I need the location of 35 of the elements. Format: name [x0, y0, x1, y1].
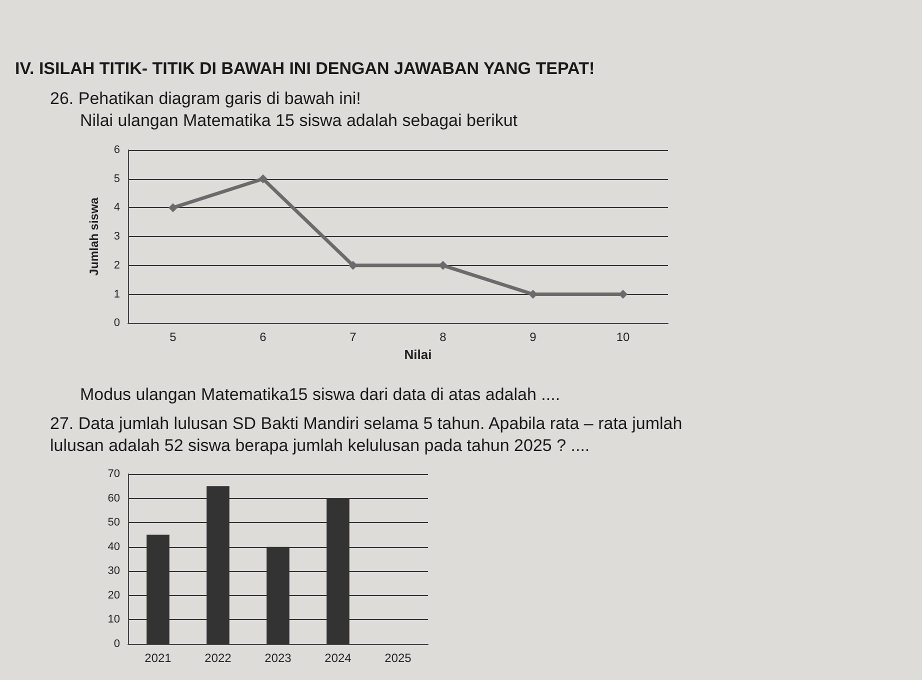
y-tick-label: 20	[108, 589, 120, 602]
x-tick-label: 7	[350, 330, 357, 344]
x-tick-label: 6	[260, 330, 267, 344]
chart-title: 27. Data jumlah lulusan SD Bakti Mandiri selama 5 tahun. Apabila rata – rata jumlah lulusan adalah 52 siswa berapa jumlah kelulusan pada tahun 2025 ? ....	[50, 413, 684, 457]
y-tick-label: 5	[114, 172, 120, 185]
y-tick-label: 60	[108, 492, 120, 504]
x-tick-label: 2025	[384, 651, 412, 665]
text: IV. ISILAH TITIK- TITIK DI BAWAH INI DENGAN JAWABAN YANG TEPAT!	[15, 58, 596, 80]
x-axis-title: Nilai	[404, 347, 432, 362]
y-tick-label: 30	[108, 565, 120, 578]
y-tick-label: 0	[114, 638, 120, 650]
chart-subtitle: Nilai ulangan Matematika 15 siswa adalah sebagai berikut	[80, 110, 519, 132]
x-tick-label: 5	[170, 330, 177, 344]
y-tick-label: 4	[114, 202, 120, 214]
x-tick-label: 2021	[144, 651, 172, 665]
y-tick-label: 0	[114, 317, 120, 330]
y-tick-label: 50	[108, 516, 120, 529]
y-tick-label: 1	[114, 288, 120, 300]
x-tick-label: 2024	[324, 651, 352, 665]
point	[258, 174, 268, 184]
y-tick-label: 3	[114, 230, 120, 243]
x-tick-label: 9	[530, 330, 537, 344]
x-tick-label: 2023	[264, 651, 292, 665]
y-tick-label: 6	[114, 144, 120, 156]
x-tick-label: 10	[616, 330, 630, 344]
x-tick-label: 8	[440, 330, 447, 344]
y-tick-label: 10	[108, 614, 120, 626]
chart-title: 26. Pehatikan diagram garis di bawah ini!	[50, 88, 362, 110]
y-tick-label: 2	[114, 259, 120, 272]
text: Modus ulangan Matematika15 siswa dari data di atas adalah ....	[80, 384, 562, 406]
y-tick-label: 70	[108, 468, 120, 480]
y-axis-title: Jumlah siswa	[87, 197, 101, 276]
y-tick-label: 40	[108, 540, 120, 553]
point	[168, 203, 178, 212]
x-tick-label: 2022	[204, 651, 232, 665]
